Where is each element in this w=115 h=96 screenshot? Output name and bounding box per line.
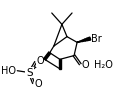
Polygon shape [81, 39, 85, 41]
Polygon shape [79, 40, 82, 42]
Text: HO: HO [1, 66, 16, 76]
Polygon shape [43, 52, 50, 60]
Polygon shape [86, 37, 90, 41]
Text: O: O [80, 60, 88, 70]
Text: S: S [26, 68, 32, 78]
Text: H₂O: H₂O [93, 60, 112, 70]
Text: O: O [36, 56, 44, 66]
Polygon shape [58, 59, 61, 69]
Text: Br: Br [91, 34, 101, 44]
Text: O: O [34, 79, 42, 89]
Polygon shape [84, 38, 87, 41]
Polygon shape [76, 41, 79, 42]
